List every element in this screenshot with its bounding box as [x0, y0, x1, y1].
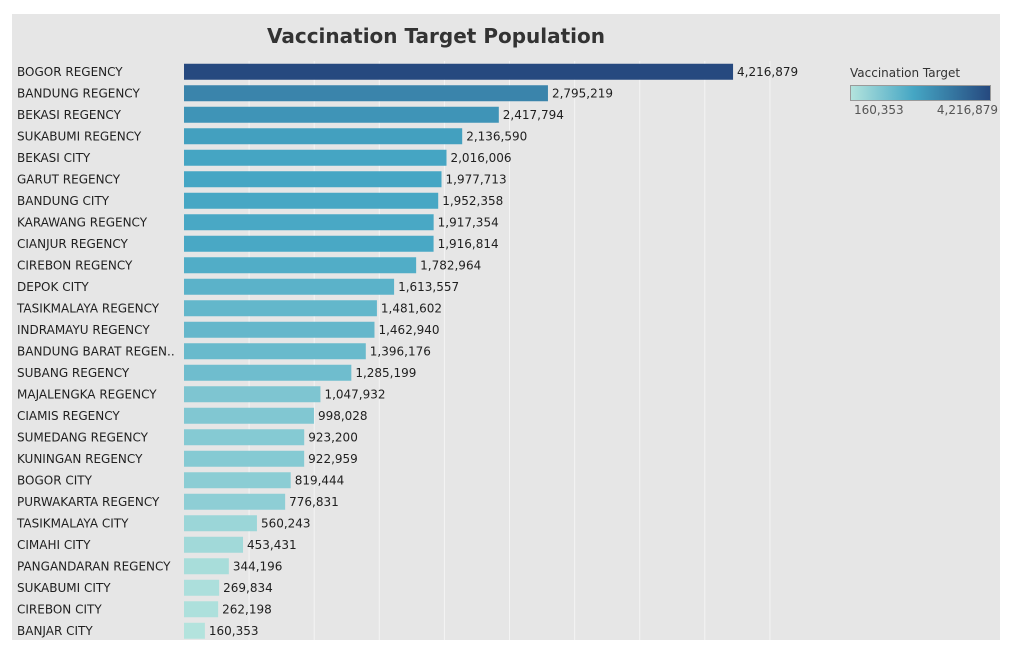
category-label: CIMAHI CITY	[17, 538, 91, 552]
bar[interactable]	[184, 579, 220, 596]
value-label: 2,136,590	[466, 129, 527, 143]
value-label: 923,200	[308, 430, 358, 444]
bar[interactable]	[184, 558, 229, 575]
value-label: 1,462,940	[378, 323, 439, 337]
value-label: 1,047,932	[324, 387, 385, 401]
value-label: 2,417,794	[503, 108, 564, 122]
bar-chart: BOGOR REGENCY 4,216,879 BANDUNG REGENCY 2,7…	[16, 61, 798, 640]
bar[interactable]	[184, 536, 244, 553]
bar[interactable]	[184, 450, 305, 467]
chart-title: Vaccination Target Population	[266, 24, 606, 48]
bar[interactable]	[184, 407, 314, 424]
value-label: 2,795,219	[552, 86, 613, 100]
bar[interactable]	[184, 128, 463, 145]
category-label: PANGANDARAN REGENCY	[17, 559, 171, 573]
category-label: BOGOR CITY	[17, 473, 93, 487]
category-label: BEKASI CITY	[17, 151, 91, 165]
value-label: 819,444	[295, 473, 345, 487]
bar[interactable]	[184, 85, 548, 102]
value-label: 269,834	[223, 581, 273, 595]
bar[interactable]	[184, 63, 734, 80]
bar[interactable]	[184, 321, 375, 338]
value-label: 1,481,602	[381, 301, 442, 315]
category-label: SUKABUMI REGENCY	[17, 129, 142, 143]
category-label: CIREBON REGENCY	[17, 258, 133, 272]
category-label: CIANJUR REGENCY	[17, 237, 129, 251]
category-label: BEKASI REGENCY	[17, 108, 122, 122]
chart-panel: Vaccination Target Population BOGOR REGE…	[12, 14, 1000, 640]
value-label: 1,396,176	[370, 344, 431, 358]
legend-range: 160,353 4,216,879	[850, 103, 998, 119]
color-legend: Vaccination Target 160,353 4,216,879	[850, 66, 1000, 119]
value-label: 453,431	[247, 538, 297, 552]
bar[interactable]	[184, 622, 205, 639]
legend-max-label: 4,216,879	[936, 103, 998, 117]
bar[interactable]	[184, 515, 257, 532]
labels: BOGOR REGENCY 4,216,879 BANDUNG REGENCY 2,7…	[16, 65, 798, 638]
value-label: 998,028	[318, 409, 368, 423]
value-label: 560,243	[261, 516, 311, 530]
bar[interactable]	[184, 601, 219, 618]
bar[interactable]	[184, 214, 434, 231]
category-label: SUMEDANG REGENCY	[17, 430, 149, 444]
category-label: TASIKMALAYA CITY	[16, 516, 129, 530]
bar[interactable]	[184, 343, 366, 360]
category-label: SUBANG REGENCY	[17, 366, 130, 380]
category-label: GARUT REGENCY	[17, 172, 121, 186]
category-label: MAJALENGKA REGENCY	[17, 387, 157, 401]
bars	[184, 63, 734, 639]
bar[interactable]	[184, 300, 377, 317]
category-label: DEPOK CITY	[17, 280, 89, 294]
bar[interactable]	[184, 192, 439, 209]
value-label: 922,959	[308, 452, 358, 466]
category-label: BANDUNG BARAT REGEN..	[17, 344, 175, 358]
value-label: 1,613,557	[398, 280, 459, 294]
category-label: CIAMIS REGENCY	[17, 409, 120, 423]
category-label: KARAWANG REGENCY	[17, 215, 148, 229]
value-label: 1,916,814	[438, 237, 499, 251]
category-label: KUNINGAN REGENCY	[17, 452, 143, 466]
bar[interactable]	[184, 493, 286, 510]
bar[interactable]	[184, 235, 434, 252]
value-label: 1,952,358	[442, 194, 503, 208]
bar[interactable]	[184, 472, 291, 489]
bar[interactable]	[184, 106, 499, 123]
bar[interactable]	[184, 257, 417, 274]
value-label: 1,782,964	[420, 258, 481, 272]
legend-min-label: 160,353	[854, 103, 904, 117]
category-label: INDRAMAYU REGENCY	[17, 323, 150, 337]
category-label: SUKABUMI CITY	[17, 581, 111, 595]
category-label: PURWAKARTA REGENCY	[17, 495, 160, 509]
category-label: BANDUNG CITY	[17, 194, 110, 208]
value-label: 1,285,199	[355, 366, 416, 380]
bar[interactable]	[184, 364, 352, 381]
bar[interactable]	[184, 149, 447, 166]
category-label: TASIKMALAYA REGENCY	[16, 301, 160, 315]
value-label: 776,831	[289, 495, 339, 509]
legend-color-ramp	[850, 85, 991, 101]
value-label: 160,353	[209, 624, 259, 638]
category-label: BOGOR REGENCY	[17, 65, 123, 79]
category-label: BANJAR CITY	[17, 624, 93, 638]
value-label: 262,198	[222, 602, 272, 616]
value-label: 4,216,879	[737, 65, 798, 79]
bar[interactable]	[184, 171, 442, 188]
legend-title: Vaccination Target	[850, 66, 961, 80]
value-label: 1,977,713	[446, 172, 507, 186]
value-label: 2,016,006	[450, 151, 511, 165]
value-label: 1,917,354	[438, 215, 499, 229]
bar[interactable]	[184, 278, 395, 295]
category-label: CIREBON CITY	[17, 602, 102, 616]
bar[interactable]	[184, 386, 321, 403]
value-label: 344,196	[233, 559, 283, 573]
bar[interactable]	[184, 429, 305, 446]
category-label: BANDUNG REGENCY	[17, 86, 140, 100]
